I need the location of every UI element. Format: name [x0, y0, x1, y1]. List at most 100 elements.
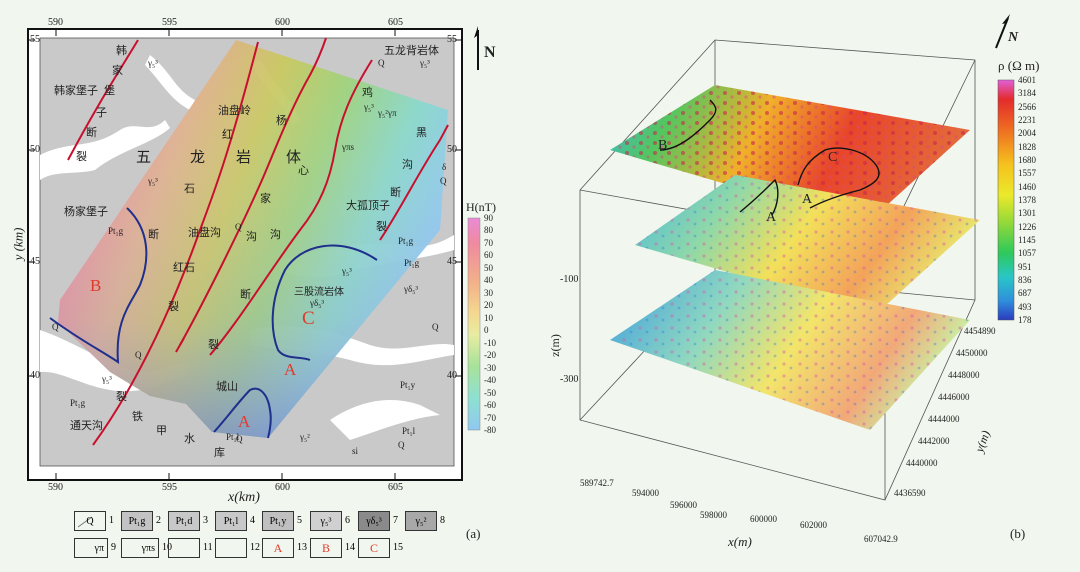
colorbar-label-a: -80 — [484, 425, 496, 435]
north-label-b: N — [1008, 30, 1019, 45]
big-char-2: 龙 — [190, 150, 206, 166]
colorbar-label-a: 10 — [484, 312, 493, 323]
colorbar-label-a: -70 — [484, 412, 496, 423]
north-arrow-a — [474, 26, 479, 70]
pt-label-1: Pt₁g — [108, 226, 124, 236]
fault-yang-4: 断 — [240, 289, 251, 301]
fault-yang-2: 家 — [260, 193, 271, 205]
label-sangu-liuyanti: 三股流岩体 — [294, 287, 344, 298]
gamma-label-5: γ₅³ — [342, 266, 352, 276]
fault-hong-4: 裂 — [168, 301, 179, 313]
y-tick-left-1: 55 — [30, 34, 40, 45]
misc-label-3: si — [352, 446, 359, 456]
panel-a-map — [27, 26, 481, 530]
y-tick-b-5: 4444000 — [928, 414, 960, 424]
fault-ji-2: 心 — [298, 165, 309, 177]
rho-colorbar — [997, 79, 1015, 321]
label-yangjiapuzi: 杨家堡子 — [64, 206, 108, 218]
north-label-a: N — [484, 44, 496, 61]
colorbar-label-a: -30 — [484, 362, 496, 373]
zone-a-1: A — [238, 412, 251, 431]
legend-num-2: 2 — [156, 515, 161, 526]
north-arrow-b — [995, 14, 1010, 49]
y-tick-b-6: 4442000 — [918, 436, 950, 446]
y-tick-left-3: 45 — [30, 256, 40, 267]
y-tick-right-2: 50 — [447, 144, 457, 155]
colorbar-title-b: ρ (Ω m) — [998, 58, 1040, 73]
colorbar-label-b: 1145 — [1018, 235, 1036, 245]
legend-num-7: 7 — [393, 515, 398, 526]
x-tick-bottom-3: 600 — [275, 482, 290, 493]
colorbar-label-a: 0 — [484, 325, 489, 336]
colorbar-label-b: 951 — [1018, 261, 1032, 272]
y-tick-b-7: 4440000 — [906, 458, 938, 468]
legend-sym-2: Pt₁g — [121, 511, 153, 531]
fault-hong-2: 石 — [184, 183, 195, 195]
fault-tie-1: 铁 — [132, 411, 143, 423]
fault-ji-3: 沟 — [270, 229, 281, 241]
y-tick-b-1: 4454890 — [964, 326, 996, 336]
faults — [67, 37, 449, 446]
legend-sym-11 — [168, 538, 200, 558]
y-axis-title: y (km) — [10, 227, 26, 261]
colorbar-label-b: 1828 — [1018, 141, 1036, 152]
label-youpanling: 油盘岭 — [218, 105, 251, 117]
fault-yang-5: 裂 — [208, 339, 219, 351]
slice-mid-texture — [635, 175, 980, 315]
z-tick-2: -300 — [560, 374, 579, 385]
colorbar-label-b: 1301 — [1018, 208, 1036, 219]
x-tick-b-5: 600000 — [750, 514, 777, 524]
fault-tie-4: 库 — [214, 447, 225, 459]
colorbar-label-a: 20 — [484, 300, 493, 311]
x-tick-b-7: 607042.9 — [864, 534, 898, 544]
y-tick-b-3: 4448000 — [948, 370, 980, 380]
legend-num-15: 15 — [393, 542, 403, 553]
misc-label-2: δ — [442, 162, 447, 172]
x-tick-b-2: 594000 — [632, 488, 659, 498]
colorbar-label-a: 70 — [484, 237, 493, 248]
legend-sym-1: Q — [74, 511, 106, 531]
big-char-1: 五 — [136, 150, 152, 166]
q-label-6: Q — [398, 440, 405, 450]
zone-a-3d-2: A — [802, 192, 813, 207]
x-axis-title-b: x(m) — [728, 534, 752, 549]
colorbar-label-b: 687 — [1018, 288, 1032, 299]
zone-c: C — [302, 308, 315, 329]
colorbar-label-b: 1460 — [1018, 181, 1036, 192]
colorbar-label-b: 2566 — [1018, 101, 1036, 112]
fault-hong-1: 红 — [222, 129, 233, 141]
fault-hong-3: 断 — [148, 229, 159, 241]
gamma-label-8: γ₅² — [300, 432, 310, 442]
legend-num-12: 12 — [250, 542, 260, 553]
label-tongtiangou: 通天沟 — [70, 420, 103, 432]
x-tick-bottom-1: 590 — [48, 482, 63, 493]
pt-label-3: Pt₁g — [404, 258, 420, 268]
colorbar-label-a: -60 — [484, 400, 496, 411]
x-tick-b-4: 598000 — [700, 510, 727, 520]
x-tick-b-3: 596000 — [670, 500, 697, 510]
colorbar-label-a: 30 — [484, 287, 493, 298]
zone-b: B — [90, 276, 102, 295]
colorbar-label-b: 493 — [1018, 301, 1032, 312]
fault-li: 裂 — [116, 391, 127, 403]
caption-a: (a) — [466, 526, 481, 541]
pt-label-4: Pt₁g — [70, 398, 86, 408]
zone-a-3d-1: A — [766, 210, 777, 225]
x-tick-top-4: 605 — [388, 17, 403, 28]
z-axis-title: z(m) — [547, 334, 562, 357]
x-tick-top-2: 595 — [162, 17, 177, 28]
gamma-label-3: γ₅³ — [364, 102, 374, 112]
pt-label-6: Pt₁l — [226, 432, 240, 442]
label-youpangou: 油盘沟 — [188, 227, 221, 239]
pt-label-2: Pt₁g — [398, 236, 414, 246]
gamma-label-6: γ₅³ — [102, 374, 112, 384]
label-hongshi: 红石 — [173, 262, 195, 274]
legend-num-14: 14 — [345, 542, 355, 553]
label-chengshan: 城山 — [216, 381, 238, 393]
colorbar-label-b: 1226 — [1018, 221, 1036, 232]
legend-num-4: 4 — [250, 515, 255, 526]
x-tick-bottom-2: 595 — [162, 482, 177, 493]
zone-c-3d: C — [828, 150, 838, 165]
colorbar-label-b: 836 — [1018, 275, 1032, 285]
panel-b-3d — [579, 14, 1015, 501]
